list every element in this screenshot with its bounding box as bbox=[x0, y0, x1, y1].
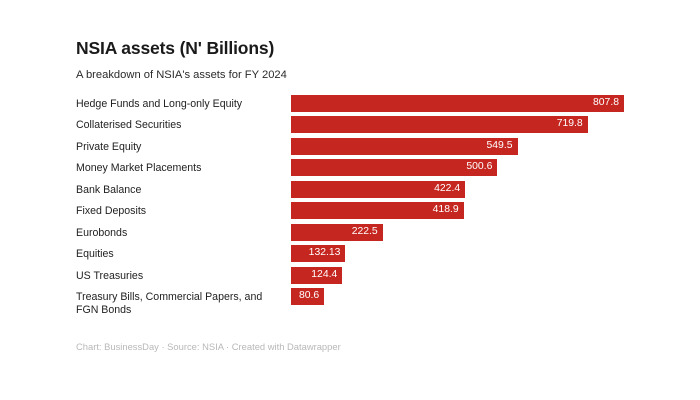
bar-row: Fixed Deposits 418.9 bbox=[76, 202, 624, 224]
bar-segment[interactable]: 80.6 bbox=[291, 288, 325, 306]
bar-segment[interactable]: 418.9 bbox=[291, 202, 464, 220]
bar-category-label: Hedge Funds and Long-only Equity bbox=[76, 97, 243, 110]
bar-segment[interactable]: 132.13 bbox=[291, 245, 346, 263]
bar-value-label: 132.13 bbox=[308, 247, 341, 259]
bar-row: Hedge Funds and Long-only Equity 807.8 bbox=[76, 94, 624, 117]
bar-category-label: Bank Balance bbox=[76, 183, 142, 196]
bar-row: Private Equity 549.5 bbox=[76, 137, 624, 160]
bar-category-label: Private Equity bbox=[76, 140, 142, 153]
bar-track: 719.8 bbox=[291, 116, 624, 134]
bar-segment[interactable]: 422.4 bbox=[291, 180, 466, 198]
chart-subtitle: A breakdown of NSIA's assets for FY 2024 bbox=[76, 69, 287, 81]
bar-row: Equities 132.13 bbox=[76, 245, 624, 267]
bar-value-label: 422.4 bbox=[434, 182, 461, 194]
bar-segment[interactable]: 549.5 bbox=[291, 137, 518, 155]
bar-value-label: 500.6 bbox=[466, 161, 493, 173]
bar-track: 807.8 bbox=[291, 94, 624, 112]
bar-row: Bank Balance 422.4 bbox=[76, 180, 624, 203]
bar-category-label: Eurobonds bbox=[76, 226, 128, 239]
bar-value-label: 124.4 bbox=[311, 268, 338, 280]
bar-value-label: 222.5 bbox=[351, 225, 378, 237]
bar-row: Collaterised Securities 719.8 bbox=[76, 116, 624, 138]
bar-track: 418.9 bbox=[291, 202, 624, 220]
chart-content: NSIA assets (N' Billions) A breakdown of… bbox=[76, 38, 640, 318]
bar-row: Money Market Placements 500.6 bbox=[76, 159, 624, 181]
bar-value-label: 719.8 bbox=[556, 118, 583, 130]
bar-track: 500.6 bbox=[291, 159, 624, 177]
bar-segment[interactable]: 807.8 bbox=[291, 94, 624, 112]
bar-value-label: 549.5 bbox=[486, 139, 513, 151]
bar-segment[interactable]: 222.5 bbox=[291, 223, 383, 241]
bar-segment[interactable]: 124.4 bbox=[291, 266, 343, 284]
bar-category-label: Treasury Bills, Commercial Papers, and F… bbox=[76, 291, 263, 316]
bar-chart-plot: Hedge Funds and Long-only Equity 807.8 Col… bbox=[76, 94, 624, 319]
bar-category-label: Money Market Placements bbox=[76, 162, 202, 175]
bar-category-label: US Treasuries bbox=[76, 269, 144, 282]
page-title: NSIA assets (N' Billions) bbox=[76, 38, 275, 58]
bar-track: 549.5 bbox=[291, 137, 624, 155]
chart-credit: Chart: BusinessDay · Source: NSIA · Crea… bbox=[76, 341, 341, 352]
bar-value-label: 807.8 bbox=[592, 96, 619, 108]
bar-category-label: Equities bbox=[76, 248, 114, 261]
bar-category-label: Collaterised Securities bbox=[76, 119, 182, 132]
bar-track: 222.5 bbox=[291, 223, 624, 241]
bar-track: 422.4 bbox=[291, 180, 624, 198]
bar-row: US Treasuries 124.4 bbox=[76, 266, 624, 289]
bar-track: 132.13 bbox=[291, 245, 624, 263]
bar-track: 80.6 bbox=[291, 288, 624, 306]
bar-value-label: 80.6 bbox=[298, 290, 320, 302]
bar-row: Treasury Bills, Commercial Papers, and F… bbox=[76, 288, 624, 318]
bar-row: Eurobonds 222.5 bbox=[76, 223, 624, 246]
bar-track: 124.4 bbox=[291, 266, 624, 284]
bar-category-label: Fixed Deposits bbox=[76, 205, 147, 218]
bar-segment[interactable]: 719.8 bbox=[291, 116, 588, 134]
bar-segment[interactable]: 500.6 bbox=[291, 159, 498, 177]
bar-value-label: 418.9 bbox=[432, 204, 459, 216]
